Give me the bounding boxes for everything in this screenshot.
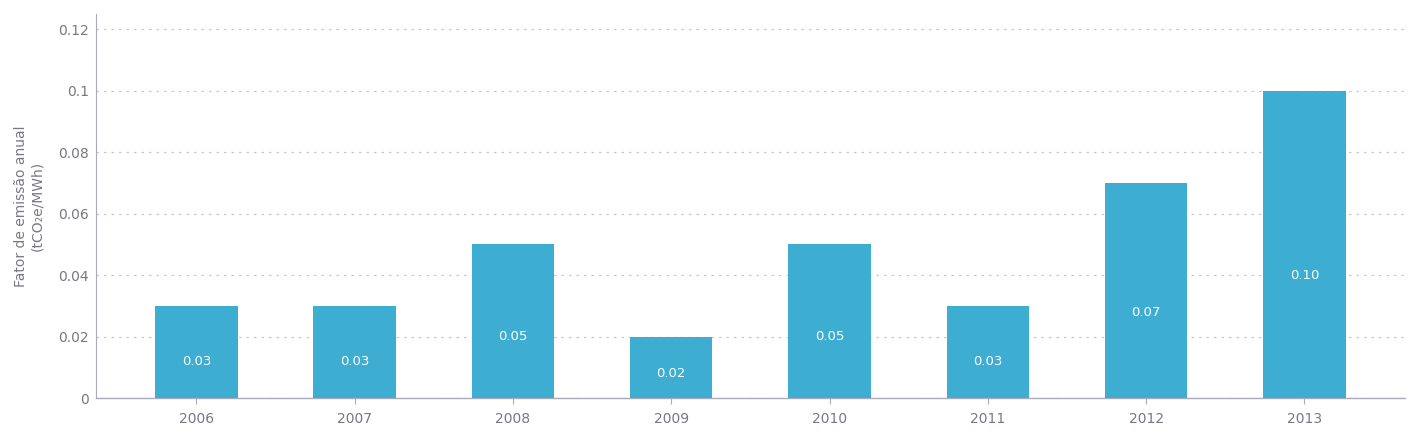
Text: 0.05: 0.05 xyxy=(498,330,528,343)
Text: 0.07: 0.07 xyxy=(1131,306,1161,319)
Bar xyxy=(1263,91,1345,398)
Bar xyxy=(946,306,1029,398)
Text: 0.03: 0.03 xyxy=(182,355,211,368)
Bar xyxy=(789,245,871,398)
Y-axis label: Fator de emissão anual
(tCO₂e/MWh): Fator de emissão anual (tCO₂e/MWh) xyxy=(14,125,44,287)
Text: 0.02: 0.02 xyxy=(657,367,685,380)
Bar xyxy=(1105,183,1188,398)
Bar xyxy=(155,306,237,398)
Bar xyxy=(630,337,712,398)
Text: 0.03: 0.03 xyxy=(973,355,1003,368)
Text: 0.10: 0.10 xyxy=(1290,269,1320,282)
Text: 0.05: 0.05 xyxy=(815,330,844,343)
Bar xyxy=(471,245,553,398)
Bar xyxy=(314,306,396,398)
Text: 0.03: 0.03 xyxy=(341,355,369,368)
